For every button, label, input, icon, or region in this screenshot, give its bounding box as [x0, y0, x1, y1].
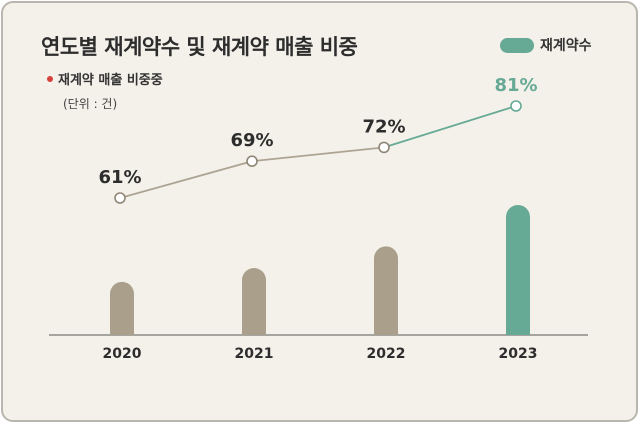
line-segment-2022-2023: [383, 105, 517, 149]
bar-legend: 재계약수: [500, 35, 592, 55]
line-point-2021: [246, 155, 258, 167]
line-value-label-2022: 72%: [362, 116, 405, 137]
unit-label: (단위 : 건): [63, 97, 118, 111]
line-legend: 재계약 매출 비중중: [47, 69, 163, 88]
bar-2020: [110, 281, 134, 335]
bar-2023: [506, 205, 530, 335]
line-value-label-2023: 81%: [494, 75, 537, 96]
bar-2022: [374, 246, 398, 335]
line-value-label-2020: 61%: [98, 167, 141, 188]
line-point-2020: [114, 192, 126, 204]
line-segment-2021-2022: [251, 146, 385, 163]
x-tick-label-2021: 2021: [235, 346, 274, 362]
x-tick-label-2020: 2020: [103, 346, 142, 362]
line-point-2022: [378, 141, 390, 154]
line-value-label-2021: 69%: [230, 130, 273, 151]
line-legend-label: 재계약 매출 비중중: [58, 73, 163, 88]
x-tick-label-2022: 2022: [367, 346, 406, 362]
legend-dot-icon: [47, 75, 53, 82]
bar-legend-swatch-icon: [500, 37, 534, 53]
bar-2021: [242, 268, 266, 335]
line-segment-2020-2021: [119, 160, 253, 199]
chart-title: 연도별 재계약수 및 재계약 매출 비중: [41, 35, 358, 59]
bar-legend-label: 재계약수: [540, 38, 592, 54]
line-point-2023: [510, 100, 522, 112]
x-tick-label-2023: 2023: [499, 346, 538, 362]
